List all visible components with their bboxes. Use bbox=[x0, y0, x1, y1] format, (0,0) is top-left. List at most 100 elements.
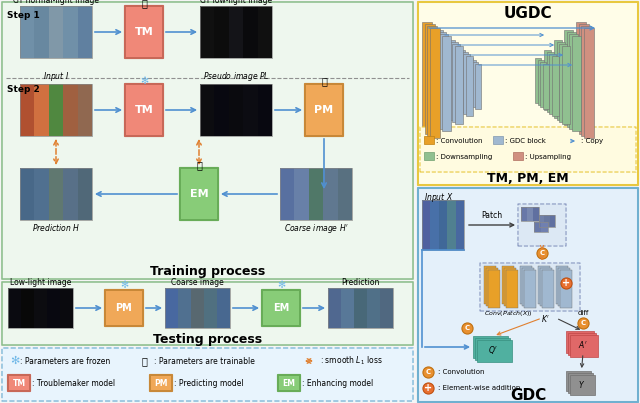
Bar bbox=[549, 54, 556, 114]
Bar bbox=[452, 44, 460, 122]
Bar bbox=[60, 288, 73, 328]
Bar bbox=[566, 32, 575, 127]
Bar bbox=[475, 338, 510, 360]
Bar bbox=[486, 268, 498, 306]
Bar bbox=[470, 60, 476, 105]
FancyBboxPatch shape bbox=[420, 127, 636, 172]
Text: : smooth $L_1$ loss: : smooth $L_1$ loss bbox=[320, 355, 383, 367]
Bar bbox=[430, 200, 439, 250]
Text: Step 1: Step 1 bbox=[7, 12, 40, 21]
Bar bbox=[539, 215, 555, 227]
Text: Testing process: Testing process bbox=[153, 332, 262, 345]
Bar bbox=[280, 168, 352, 220]
Bar bbox=[35, 6, 49, 58]
Bar bbox=[542, 270, 554, 308]
Bar bbox=[463, 54, 470, 114]
Bar bbox=[547, 52, 554, 112]
FancyBboxPatch shape bbox=[278, 375, 300, 391]
Text: C: C bbox=[465, 325, 470, 331]
Bar bbox=[191, 288, 204, 328]
Text: : Convolution: : Convolution bbox=[436, 138, 483, 144]
Bar bbox=[8, 288, 21, 328]
Text: +: + bbox=[424, 383, 432, 393]
Bar bbox=[493, 136, 503, 144]
Bar bbox=[20, 168, 92, 220]
Bar bbox=[422, 200, 430, 250]
Bar bbox=[20, 84, 35, 136]
Bar bbox=[204, 288, 217, 328]
Text: TM, PM, EM: TM, PM, EM bbox=[487, 172, 569, 185]
Bar bbox=[539, 215, 545, 227]
Text: $Conv(Patch(X))$: $Conv(Patch(X))$ bbox=[484, 309, 532, 318]
Text: ✻: ✻ bbox=[120, 280, 128, 290]
Text: TM: TM bbox=[134, 105, 154, 115]
Bar bbox=[354, 288, 367, 328]
Bar bbox=[77, 84, 92, 136]
Bar bbox=[49, 6, 63, 58]
Text: Training process: Training process bbox=[150, 264, 265, 278]
Bar bbox=[533, 207, 539, 221]
Bar bbox=[538, 60, 543, 105]
Bar bbox=[77, 6, 92, 58]
Text: EM: EM bbox=[189, 189, 208, 199]
Bar bbox=[367, 288, 380, 328]
Bar bbox=[20, 6, 92, 58]
Text: Prediction $H$: Prediction $H$ bbox=[32, 222, 80, 233]
Text: GT normal-light image: GT normal-light image bbox=[13, 0, 99, 5]
Bar bbox=[20, 6, 35, 58]
Bar bbox=[568, 373, 593, 393]
Text: : GDC block: : GDC block bbox=[505, 138, 546, 144]
Bar bbox=[541, 222, 548, 232]
Bar bbox=[572, 36, 580, 131]
Text: : Enhancing model: : Enhancing model bbox=[302, 380, 373, 388]
Bar bbox=[545, 215, 550, 227]
Bar bbox=[200, 6, 214, 58]
FancyBboxPatch shape bbox=[480, 263, 580, 311]
Text: $A'$: $A'$ bbox=[578, 339, 588, 351]
Bar bbox=[513, 152, 523, 160]
Bar bbox=[424, 136, 434, 144]
Bar bbox=[280, 168, 294, 220]
Bar bbox=[49, 84, 63, 136]
Text: $Q'$: $Q'$ bbox=[488, 344, 499, 356]
Bar bbox=[521, 207, 527, 221]
Bar bbox=[427, 26, 437, 136]
Text: : Predicting model: : Predicting model bbox=[174, 380, 244, 388]
Bar bbox=[341, 288, 354, 328]
Bar bbox=[214, 84, 229, 136]
Bar bbox=[527, 207, 533, 221]
Bar bbox=[566, 331, 594, 353]
Bar bbox=[504, 268, 516, 306]
Bar bbox=[474, 64, 481, 109]
Bar bbox=[200, 84, 214, 136]
Bar bbox=[456, 200, 464, 250]
Text: : Copy: : Copy bbox=[581, 138, 603, 144]
Bar bbox=[540, 268, 552, 306]
Bar bbox=[557, 42, 564, 120]
Text: 🔥: 🔥 bbox=[321, 76, 327, 86]
FancyBboxPatch shape bbox=[125, 6, 163, 58]
Text: TM: TM bbox=[134, 27, 154, 37]
Bar bbox=[465, 56, 472, 116]
Bar bbox=[243, 6, 257, 58]
Bar bbox=[424, 24, 435, 134]
Bar bbox=[35, 168, 49, 220]
FancyBboxPatch shape bbox=[305, 84, 343, 136]
Bar bbox=[243, 84, 257, 136]
Text: Coarse image $H'$: Coarse image $H'$ bbox=[284, 222, 348, 235]
Text: Coarse image: Coarse image bbox=[171, 278, 224, 287]
FancyBboxPatch shape bbox=[150, 375, 172, 391]
Bar bbox=[540, 62, 546, 107]
Text: EM: EM bbox=[282, 378, 296, 388]
Bar bbox=[422, 200, 464, 250]
Text: C: C bbox=[580, 320, 586, 326]
Bar bbox=[309, 168, 323, 220]
Text: UGDC: UGDC bbox=[504, 6, 552, 21]
Bar bbox=[328, 288, 341, 328]
Bar bbox=[21, 288, 34, 328]
FancyBboxPatch shape bbox=[180, 168, 218, 220]
Bar bbox=[576, 22, 586, 132]
FancyBboxPatch shape bbox=[418, 2, 638, 185]
Text: PM: PM bbox=[116, 303, 132, 313]
Bar bbox=[258, 6, 272, 58]
